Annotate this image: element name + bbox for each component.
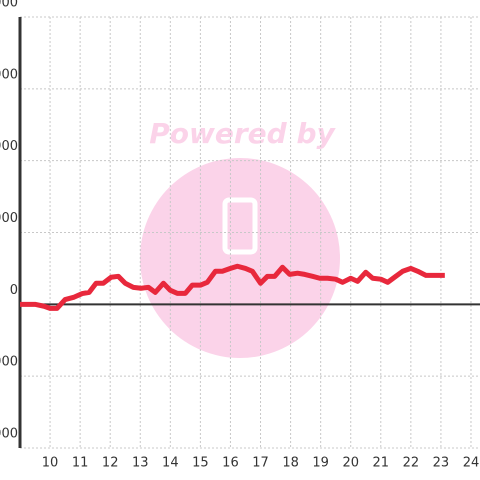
y-tick-label: 12,000 — [0, 0, 18, 11]
x-tick-label: 14 — [162, 456, 179, 471]
watermark-icon — [222, 197, 258, 255]
x-tick-label: 19 — [312, 456, 329, 471]
y-tick-label: -6,000 — [0, 427, 18, 442]
y-tick-label: -3,000 — [0, 355, 18, 370]
y-tick-label: 3,000 — [0, 211, 18, 226]
x-tick-label: 10 — [42, 456, 59, 471]
x-tick-label: 22 — [403, 456, 420, 471]
x-tick-label: 20 — [342, 456, 359, 471]
y-tick-label: 6,000 — [0, 139, 18, 154]
watermark-logo — [140, 158, 340, 358]
x-tick-label: 12 — [102, 456, 119, 471]
watermark-text: Powered by — [149, 117, 336, 150]
x-tick-label: 21 — [373, 456, 390, 471]
x-tick-label: 23 — [433, 456, 450, 471]
x-tick-label: 11 — [72, 456, 89, 471]
x-tick-label: 13 — [132, 456, 149, 471]
y-tick-label: 0 — [10, 283, 18, 298]
x-tick-label: 24 — [463, 456, 480, 471]
data-line — [20, 263, 445, 311]
x-tick-label: 17 — [252, 456, 269, 471]
y-tick-label: 9,000 — [0, 67, 18, 82]
x-tick-label: 18 — [282, 456, 299, 471]
x-tick-label: 16 — [222, 456, 239, 471]
x-tick-label: 15 — [192, 456, 209, 471]
